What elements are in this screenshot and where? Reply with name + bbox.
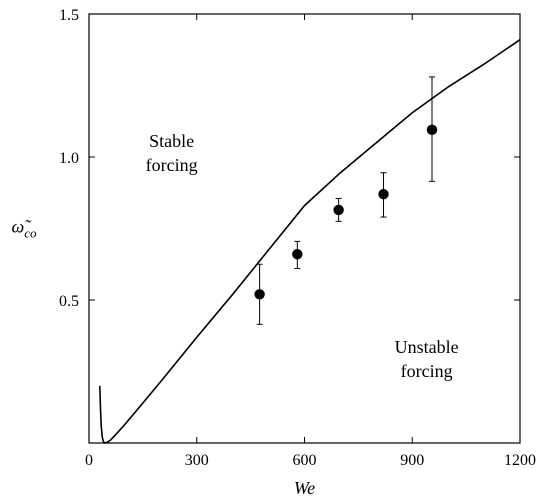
y-axis-subscript: co: [24, 226, 37, 241]
region-annotation: Unstable forcing: [395, 337, 459, 381]
x-tick-label: 600: [293, 452, 317, 469]
region-annotation-line: Unstable: [395, 337, 459, 357]
y-tick-label: 0.5: [59, 293, 79, 310]
stability-boundary-curve: [99, 39, 521, 444]
axis-ticks: 0 300 600 900 1200 0.5 1.0 1.5: [59, 7, 536, 469]
y-axis-label: ω̃co: [12, 217, 37, 241]
x-tick-label: 300: [185, 452, 209, 469]
data-point: [292, 249, 303, 260]
y-tick-label: 1.5: [59, 7, 79, 24]
region-annotation-line: Stable: [149, 131, 194, 151]
x-axis-label: We: [294, 478, 315, 498]
data-point: [333, 204, 344, 216]
plot-frame: [88, 13, 521, 444]
x-tick-label: 1200: [504, 452, 536, 469]
data-points-group: [254, 76, 438, 325]
x-tick-label: 900: [400, 452, 424, 469]
fit-curve-group: [99, 39, 521, 444]
data-point: [426, 124, 438, 136]
region-annotation-line: forcing: [146, 155, 198, 175]
x-tick-label: 0: [85, 452, 93, 469]
region-annotation-line: forcing: [401, 361, 453, 381]
data-point: [378, 188, 389, 200]
y-tick-label: 1.0: [59, 150, 79, 167]
data-point: [254, 289, 265, 300]
region-annotation: Stable forcing: [146, 131, 198, 175]
annotations-group: Stable forcing Unstable forcing: [146, 131, 459, 381]
